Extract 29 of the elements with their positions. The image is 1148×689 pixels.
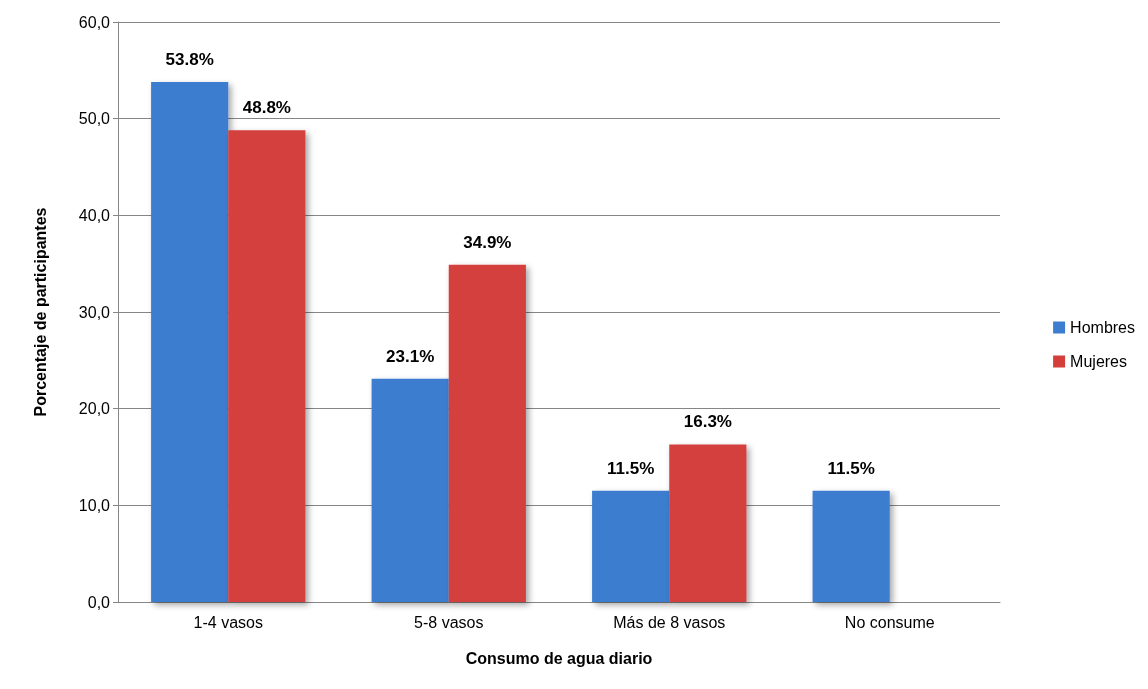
x-tick-label: Más de 8 vasos (613, 613, 726, 631)
data-label: 23.1% (386, 346, 435, 366)
y-tick-label: 50,0 (78, 110, 111, 128)
data-label: 34.9% (463, 232, 512, 252)
y-tick-label: 30,0 (78, 303, 111, 321)
data-label: 16.3% (683, 412, 732, 432)
bar (592, 490, 670, 602)
data-label: 53.8% (165, 49, 214, 69)
bar (669, 444, 747, 602)
bar (812, 490, 890, 602)
data-label: 11.5% (607, 458, 655, 478)
bar (371, 378, 449, 602)
x-axis-title: Consumo de agua diario (465, 649, 653, 667)
data-label: 48.8% (242, 98, 291, 118)
bar (151, 81, 229, 602)
y-tick-label: 20,0 (78, 400, 111, 418)
x-tick-label: 1-4 vasos (193, 613, 263, 631)
y-axis-title: Porcentaje de participantes (31, 207, 49, 417)
y-tick-label: 40,0 (78, 206, 111, 224)
bar (228, 130, 306, 602)
x-tick-label: 5-8 vasos (414, 613, 484, 631)
y-tick-label: 10,0 (78, 496, 111, 514)
y-tick-label: 0,0 (87, 593, 111, 611)
x-tick-label: No consume (844, 613, 935, 631)
data-label: 11.5% (827, 458, 875, 478)
y-tick-label: 60,0 (78, 13, 111, 31)
legend-label: Mujeres (1070, 353, 1127, 370)
bar (448, 264, 526, 602)
legend-label: Hombres (1070, 319, 1135, 336)
